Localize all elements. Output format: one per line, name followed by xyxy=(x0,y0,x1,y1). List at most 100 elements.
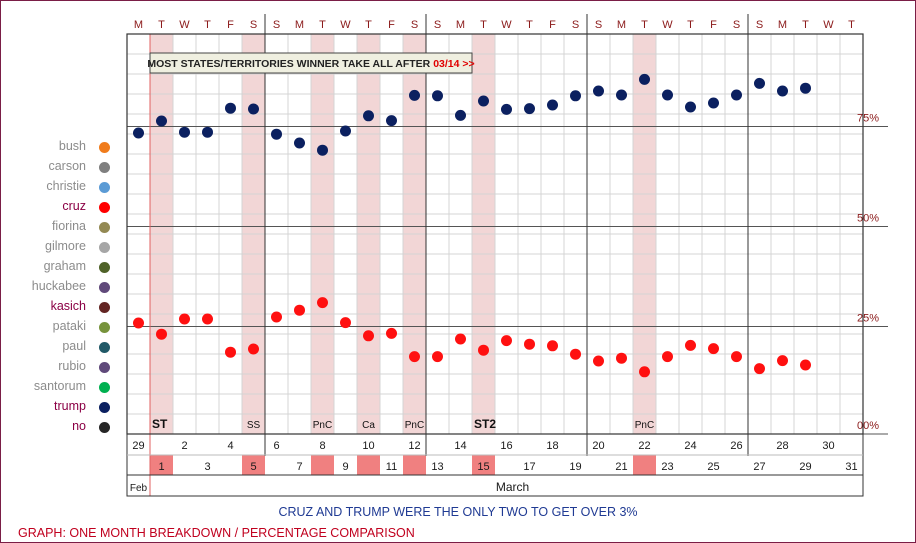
weekday-label: W xyxy=(662,19,673,31)
legend-item-graham: graham xyxy=(0,259,118,279)
bottom-date-label: 25 xyxy=(707,461,719,473)
legend-marker xyxy=(99,282,110,293)
highlight-date-cell xyxy=(403,455,426,475)
top-date-label: 4 xyxy=(227,440,233,452)
highlight-date-cell xyxy=(357,455,380,475)
trump-point xyxy=(547,99,558,111)
cruz-point xyxy=(800,359,811,371)
trump-point xyxy=(662,89,673,101)
trump-point xyxy=(248,103,259,115)
legend-label: paul xyxy=(62,339,86,353)
legend-marker xyxy=(99,262,110,273)
annotation-text-main: MOST STATES/TERRITORIES WINNER TAKE ALL … xyxy=(147,58,433,70)
legend-label: gilmore xyxy=(45,239,86,253)
legend-marker xyxy=(99,382,110,393)
y-tick-label: 75% xyxy=(857,113,879,125)
cruz-point xyxy=(478,344,489,356)
highlight-date-cell xyxy=(311,455,334,475)
trump-point xyxy=(754,77,765,89)
weekday-label: F xyxy=(549,19,556,31)
cruz-point xyxy=(570,348,581,360)
top-date-label: 6 xyxy=(273,440,279,452)
weekday-label: M xyxy=(456,19,465,31)
bottom-date-label: 15 xyxy=(477,461,489,473)
legend-item-bush: bush xyxy=(0,139,118,159)
trump-point xyxy=(340,125,351,137)
legend-item-carson: carson xyxy=(0,159,118,179)
weekday-label: F xyxy=(227,19,234,31)
highlight-date-cell xyxy=(150,455,173,475)
weekday-label: M xyxy=(295,19,304,31)
cruz-point xyxy=(133,317,144,329)
event-label: Ca xyxy=(362,420,375,431)
cruz-point xyxy=(685,339,696,351)
cruz-point xyxy=(455,333,466,345)
legend-label: rubio xyxy=(58,359,86,373)
cruz-point xyxy=(616,352,627,364)
top-date-label: 28 xyxy=(776,440,788,452)
weekday-label: S xyxy=(756,19,763,31)
weekday-label: T xyxy=(687,19,694,31)
top-date-label: 10 xyxy=(362,440,374,452)
cruz-point xyxy=(248,343,259,355)
cruz-point xyxy=(156,328,167,340)
top-date-label: 16 xyxy=(500,440,512,452)
bottom-date-label: 1 xyxy=(158,461,164,473)
cruz-point xyxy=(593,355,604,367)
legend-item-rubio: rubio xyxy=(0,359,118,379)
cruz-point xyxy=(731,351,742,363)
weekday-label: T xyxy=(641,19,648,31)
top-date-label: 18 xyxy=(546,440,558,452)
annotation-date: 03/14 >> xyxy=(433,58,474,70)
trump-point xyxy=(225,102,236,114)
cruz-point xyxy=(501,335,512,347)
legend-item-kasich: kasich xyxy=(0,299,118,319)
bottom-date-label: 5 xyxy=(250,461,256,473)
trump-point xyxy=(777,85,788,97)
legend-marker xyxy=(99,362,110,373)
cruz-point xyxy=(317,297,328,309)
bottom-date-label: 7 xyxy=(296,461,302,473)
trump-point xyxy=(708,97,719,109)
weekday-label: T xyxy=(802,19,809,31)
cruz-point xyxy=(294,304,305,316)
legend-label: cruz xyxy=(62,199,86,213)
legend-item-paul: paul xyxy=(0,339,118,359)
trump-point xyxy=(409,89,420,101)
legend-label: carson xyxy=(48,159,86,173)
trump-point xyxy=(731,89,742,101)
weekday-label: M xyxy=(778,19,787,31)
month-label-march: March xyxy=(496,480,529,494)
weekday-label: T xyxy=(158,19,165,31)
trump-point xyxy=(501,103,512,115)
weekday-label: T xyxy=(480,19,487,31)
bottom-date-label: 17 xyxy=(523,461,535,473)
weekday-label: M xyxy=(617,19,626,31)
legend-label: christie xyxy=(46,179,86,193)
trump-point xyxy=(685,101,696,113)
graph-caption: GRAPH: ONE MONTH BREAKDOWN / PERCENTAGE … xyxy=(18,526,415,540)
highlight-date-cell xyxy=(633,455,656,475)
weekday-label: T xyxy=(204,19,211,31)
legend-item-no: no xyxy=(0,419,118,439)
bottom-date-label: 31 xyxy=(845,461,857,473)
cruz-point xyxy=(708,343,719,355)
event-label: PnC xyxy=(313,420,332,431)
trump-point xyxy=(570,90,581,102)
cruz-point xyxy=(432,351,443,363)
top-date-label: 12 xyxy=(408,440,420,452)
trump-point xyxy=(202,126,213,138)
legend-marker xyxy=(99,142,110,153)
legend-label: kasich xyxy=(50,299,86,313)
legend-item-christie: christie xyxy=(0,179,118,199)
legend-label: graham xyxy=(43,259,86,273)
cruz-point xyxy=(754,363,765,375)
weekday-label: F xyxy=(710,19,717,31)
top-date-label: 8 xyxy=(319,440,325,452)
top-date-label: 29 xyxy=(132,440,144,452)
bottom-date-label: 27 xyxy=(753,461,765,473)
legend-marker xyxy=(99,202,110,213)
legend-label: trump xyxy=(54,399,86,413)
legend-marker xyxy=(99,162,110,173)
